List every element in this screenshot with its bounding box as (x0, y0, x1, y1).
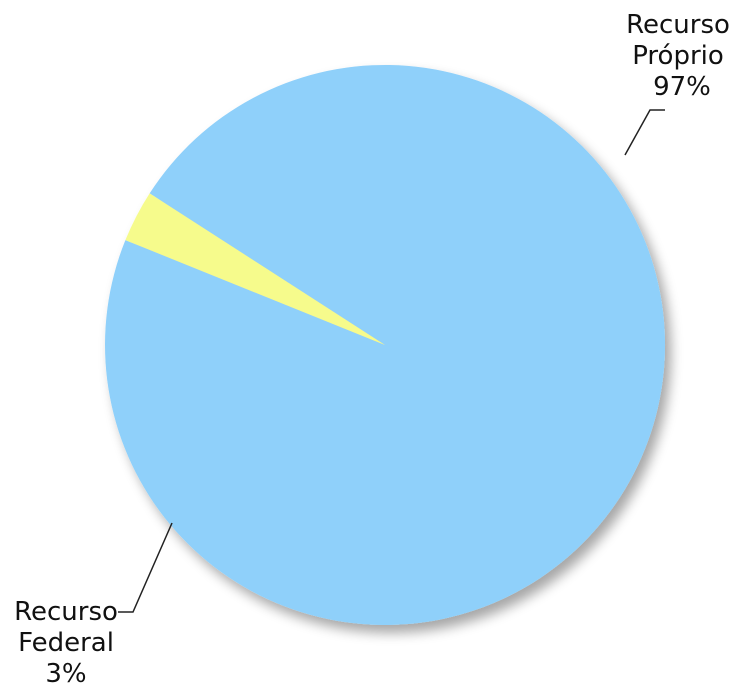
leader-line-recurso-federal (118, 522, 173, 613)
pie-slice-recurso-proprio (105, 64, 666, 625)
pie-plot-area (105, 64, 666, 625)
pie-slice-recurso-federal (125, 193, 385, 345)
slice-label-recurso-proprio-line2: Próprio (632, 41, 724, 71)
slice-percent-recurso-federal: 3% (45, 659, 86, 689)
slice-label-recurso-federal-line2: Federal (18, 628, 114, 658)
slice-label-recurso-proprio-line1: Recurso (626, 10, 730, 40)
slice-label-recurso-federal-line1: Recurso (14, 597, 118, 627)
slice-percent-recurso-proprio: 97% (653, 72, 711, 102)
leader-line-recurso-proprio (624, 109, 665, 156)
